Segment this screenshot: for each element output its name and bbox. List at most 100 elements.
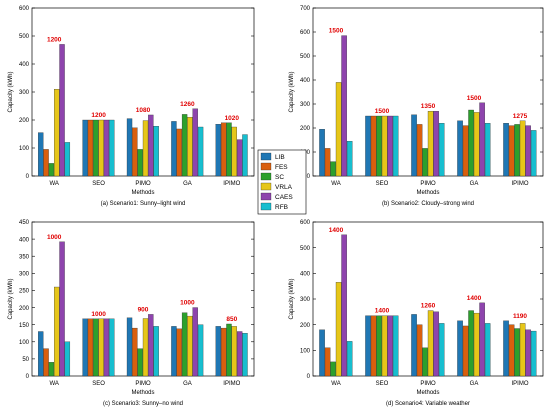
y-tick-label: 200 [19, 118, 30, 124]
legend-swatch-caes [260, 192, 272, 201]
bar-vrla-wa [335, 282, 342, 377]
bar-caes-ipimo [236, 139, 243, 177]
bar-sc-wa [48, 163, 55, 177]
bar-lib-ga [171, 326, 177, 377]
bar-caes-ga [192, 307, 198, 377]
bar-vrla-ipimo [231, 126, 237, 177]
panel-caption: (c) Scenario3: Sunny–no wind [103, 401, 183, 407]
x-tick-label: WA [331, 181, 340, 187]
bar-caes-seo [387, 115, 393, 177]
bar-sc-ipimo [514, 124, 520, 177]
x-tick-label: WA [331, 381, 340, 387]
total-annotation: 1080 [136, 107, 151, 114]
bar-lib-ipimo [503, 320, 509, 377]
y-tick-label: 300 [19, 272, 30, 278]
bar-caes-pimo [148, 314, 154, 377]
bar-rfb-ipimo [530, 330, 537, 377]
bar-caes-wa [341, 234, 347, 377]
bar-vrla-pimo [427, 111, 434, 177]
bar-lib-seo [82, 119, 88, 177]
bar-rfb-ga [197, 126, 204, 177]
bar-vrla-wa [54, 286, 60, 377]
y-axis-label: Capacity (kWh) [289, 71, 295, 112]
y-tick-label: 100 [19, 146, 30, 152]
bar-rfb-wa [346, 141, 353, 177]
bar-lib-pimo [126, 118, 133, 177]
total-annotation: 1275 [513, 113, 528, 120]
bar-sc-seo [376, 315, 382, 377]
bar-rfb-wa [64, 341, 71, 377]
bar-rfb-seo [109, 119, 115, 177]
bar-fes-ga [176, 128, 182, 177]
y-tick-label: 100 [19, 340, 30, 346]
bar-lib-pimo [411, 114, 417, 177]
bar-vrla-pimo [142, 318, 149, 377]
bar-sc-ipimo [514, 328, 520, 377]
y-tick-label: 0 [307, 374, 311, 380]
bar-sc-ipimo [226, 122, 232, 177]
bar-caes-ipimo [525, 329, 531, 377]
bar-sc-wa [330, 161, 336, 177]
bar-lib-ga [457, 320, 463, 377]
bar-rfb-pimo [153, 326, 159, 377]
y-tick-label: 350 [19, 254, 30, 260]
bar-sc-ga [468, 109, 474, 177]
bar-lib-ga [171, 121, 177, 177]
bar-sc-seo [93, 119, 99, 177]
y-tick-label: 600 [19, 6, 30, 12]
bar-vrla-seo [381, 115, 388, 177]
x-tick-label: PIMO [135, 181, 151, 187]
total-annotation: 1000 [47, 234, 62, 241]
bar-vrla-seo [98, 119, 104, 177]
y-tick-label: 450 [19, 220, 30, 226]
bar-caes-wa [341, 35, 347, 177]
x-tick-label: WA [49, 181, 58, 187]
bar-fes-pimo [416, 324, 423, 377]
x-axis-label: Methods [416, 390, 439, 396]
bar-caes-ipimo [525, 125, 531, 177]
y-tick-label: 300 [300, 102, 311, 108]
bar-lib-pimo [411, 314, 417, 377]
bar-caes-pimo [433, 311, 439, 377]
bar-caes-ipimo [236, 331, 243, 377]
bar-vrla-wa [54, 89, 60, 177]
y-tick-label: 400 [300, 272, 311, 278]
bar-caes-pimo [148, 114, 154, 177]
y-tick-label: 200 [300, 323, 311, 329]
bar-rfb-ipimo [242, 333, 248, 377]
bar-rfb-ipimo [242, 134, 248, 177]
y-tick-label: 100 [300, 349, 311, 355]
bar-rfb-pimo [438, 323, 445, 377]
y-tick-label: 400 [19, 62, 30, 68]
total-annotation: 850 [226, 316, 237, 323]
bar-vrla-ga [187, 117, 193, 177]
bar-rfb-seo [392, 315, 399, 377]
bar-fes-ipimo [508, 324, 515, 377]
bar-caes-seo [103, 119, 110, 177]
bar-lib-wa [319, 129, 325, 177]
total-annotation: 1260 [421, 303, 436, 310]
bar-fes-ga [462, 325, 469, 377]
x-tick-label: PIMO [420, 181, 436, 187]
bar-fes-pimo [416, 124, 423, 177]
bar-lib-wa [38, 331, 44, 377]
bar-caes-ga [479, 302, 485, 377]
bar-vrla-seo [98, 318, 104, 377]
bar-fes-seo [370, 115, 377, 177]
y-tick-label: 600 [300, 30, 311, 36]
total-annotation: 1400 [467, 295, 482, 302]
bar-vrla-seo [381, 315, 388, 377]
bar-rfb-seo [109, 318, 115, 377]
y-tick-label: 400 [19, 237, 30, 243]
bar-lib-seo [365, 315, 371, 377]
chart-panel-3: 0 50 100 150 200 250 300 350 400 450 WA 1000 SEO 1000… [8, 220, 255, 407]
total-annotation: 1000 [180, 300, 195, 307]
y-tick-label: 300 [19, 90, 30, 96]
x-tick-label: SEO [92, 381, 105, 387]
x-axis-label: Methods [131, 390, 154, 396]
total-annotation: 1260 [180, 101, 195, 108]
total-annotation: 1400 [375, 308, 390, 315]
x-tick-label: GA [470, 381, 479, 387]
x-tick-label: PIMO [420, 381, 436, 387]
